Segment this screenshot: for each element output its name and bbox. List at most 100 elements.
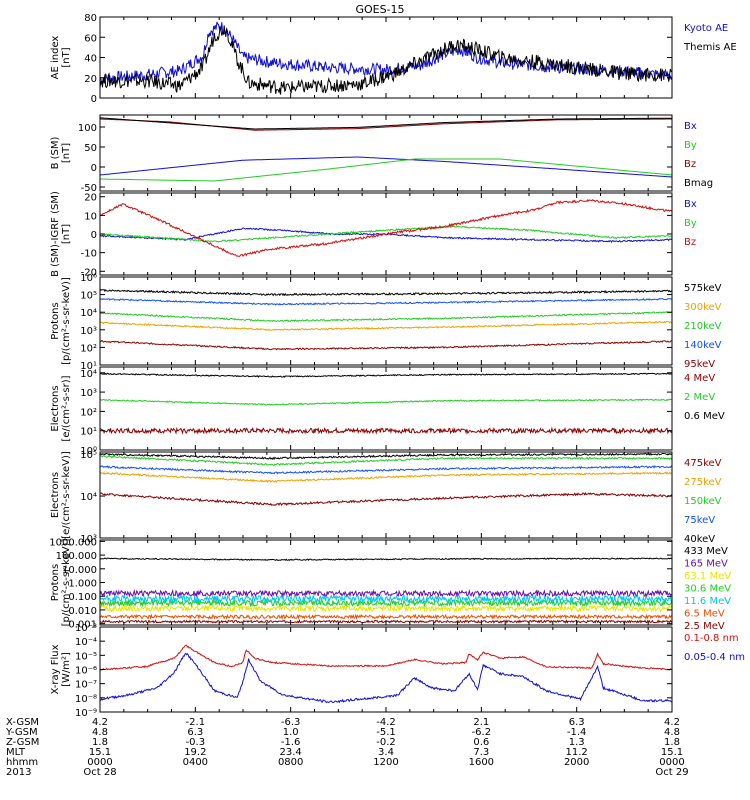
panel-frame: [99, 366, 673, 451]
y-tick-label: 0: [91, 230, 97, 241]
x-axis-value: Oct 28: [83, 767, 116, 778]
y-axis-label: [e/(cm²-s-sr)]: [61, 375, 72, 441]
y-axis-label: B (SM): [50, 136, 61, 169]
legend-label: By: [684, 140, 697, 151]
series-line-4-mev: [100, 426, 672, 435]
legend-label: Bx: [684, 199, 697, 210]
x-axis-value: 7.3: [473, 747, 489, 758]
legend-label: 63.1 MeV: [684, 571, 731, 582]
legend-label: 0.6 MeV: [684, 411, 725, 422]
legend-label: Bz: [684, 237, 696, 248]
legend-label: Themis AE: [683, 42, 737, 53]
x-axis-value: 1.8: [92, 737, 108, 748]
y-tick-label: 10⁻⁷: [75, 680, 97, 691]
y-axis-label: [nT]: [61, 143, 72, 163]
x-axis-value: 2.1: [473, 717, 489, 728]
x-axis-value: 6.3: [187, 727, 203, 738]
y-tick-label: 60: [84, 33, 97, 44]
panel-frame: [99, 539, 673, 626]
legend-label: 6.5 MeV: [684, 609, 725, 620]
y-tick-label: -10: [81, 249, 97, 260]
legend-label: 150keV: [684, 496, 722, 507]
legend-label: Bmag: [684, 178, 713, 189]
x-axis-value: -2.1: [186, 717, 206, 728]
x-axis-value: 15.1: [89, 747, 111, 758]
y-tick-label: 10⁶: [80, 273, 97, 284]
y-axis-label: Electrons: [50, 472, 61, 518]
x-axis-value: 4.8: [92, 727, 108, 738]
legend-label: 475keV: [684, 458, 722, 469]
y-tick-label: 0.010: [68, 606, 97, 617]
y-tick-label: 10⁵: [80, 450, 97, 461]
x-axis-row-label: 2013: [6, 767, 31, 778]
y-axis-label: X-ray Flux: [50, 644, 61, 694]
legend-label: 0.1-0.8 nm: [684, 633, 739, 644]
series-line-275kev: [100, 471, 672, 484]
y-axis-label: Electrons: [50, 385, 61, 431]
legend-label: 300keV: [684, 302, 722, 313]
y-axis-label: [nT]: [61, 47, 72, 67]
series-line-0-1-0-8-nm: [100, 644, 672, 671]
x-axis-value: 11.2: [566, 747, 588, 758]
x-axis-value: 1.0: [283, 727, 299, 738]
series-line-6-5-mev: [100, 613, 672, 621]
legend-label: Bz: [684, 159, 696, 170]
legend-label: 210keV: [684, 321, 722, 332]
panel-frame: [99, 16, 673, 99]
legend-label: 40keV: [684, 534, 715, 545]
y-tick-label: 20: [84, 193, 97, 204]
series-line-210kev: [100, 311, 672, 323]
y-axis-label: [p/(cm²-s-sr-keV)]: [61, 539, 72, 627]
x-axis-value: 0000: [87, 757, 112, 768]
series-line-63-1-mev: [100, 604, 672, 613]
y-tick-label: 100.000: [56, 551, 97, 562]
y-axis-label: B (SM)-IGRF (SM): [50, 191, 61, 277]
legend-label: Bx: [684, 121, 697, 132]
y-tick-label: 10⁴: [80, 492, 97, 503]
y-axis-label: AE index: [50, 36, 61, 80]
series-line-bz: [100, 198, 672, 257]
x-axis-value: 19.2: [184, 747, 206, 758]
y-tick-label: -50: [81, 183, 97, 194]
x-axis-row-label: MLT: [6, 747, 26, 758]
panel-protons1: 10¹ 10² 10³ 10⁴ 10⁵ 10⁶ Protons [p/(cm²-s-sr-ke…: [50, 273, 722, 372]
legend-label: 11.6 MeV: [684, 596, 731, 607]
legend-label: 140keV: [684, 340, 722, 351]
series-line-0-05-0-4-nm: [100, 652, 672, 704]
y-axis-label: Protons: [50, 302, 61, 339]
series-line-300kev: [100, 320, 672, 331]
y-tick-label: 10³: [80, 388, 97, 399]
legend-label: 165 MeV: [684, 559, 728, 570]
panel-bsm: -50 0 50 100 B (SM) [nT] Bx By Bz Bmag: [50, 114, 713, 194]
legend-label: By: [684, 218, 697, 229]
series-line-140kev: [100, 297, 672, 306]
figure-title: GOES-15: [355, 3, 404, 16]
x-axis-value: 0800: [278, 757, 303, 768]
panel-frame: [99, 626, 673, 713]
x-axis-value: 4.8: [664, 727, 680, 738]
series-line-by: [100, 225, 672, 243]
series-group: [100, 452, 672, 507]
panel-frame: [99, 114, 673, 192]
x-axis-value: -4.2: [376, 717, 396, 728]
x-axis-value: -6.2: [472, 727, 492, 738]
y-tick-label: 10⁻³: [75, 623, 97, 634]
x-axis-row-label: Y-GSM: [5, 727, 38, 738]
y-tick-label: 10³: [80, 326, 97, 337]
y-tick-label: 20: [84, 74, 97, 85]
legend-label: 275keV: [684, 477, 722, 488]
series-line-0-6-mev: [100, 372, 672, 378]
series-line-75kev: [100, 465, 672, 475]
series-group: [100, 21, 672, 95]
y-axis-label: [e/(cm²-s-sr-keV)]: [61, 451, 72, 539]
legend-label: 575keV: [684, 283, 722, 294]
legend-label: 0.05-0.4 nm: [684, 652, 745, 663]
y-tick-label: 10⁻⁵: [75, 651, 97, 662]
panel-electrons1: 10⁰ 10¹ 10² 10³ 10⁴ Electrons [e/(cm²-s-sr)] 4 …: [50, 366, 725, 457]
x-axis-value: 6.3: [569, 717, 585, 728]
x-axis-value: 2000: [564, 757, 589, 768]
y-tick-label: 10⁵: [80, 291, 97, 302]
x-axis-value: 0000: [659, 757, 684, 768]
y-tick-label: 10⁻⁴: [75, 637, 97, 648]
